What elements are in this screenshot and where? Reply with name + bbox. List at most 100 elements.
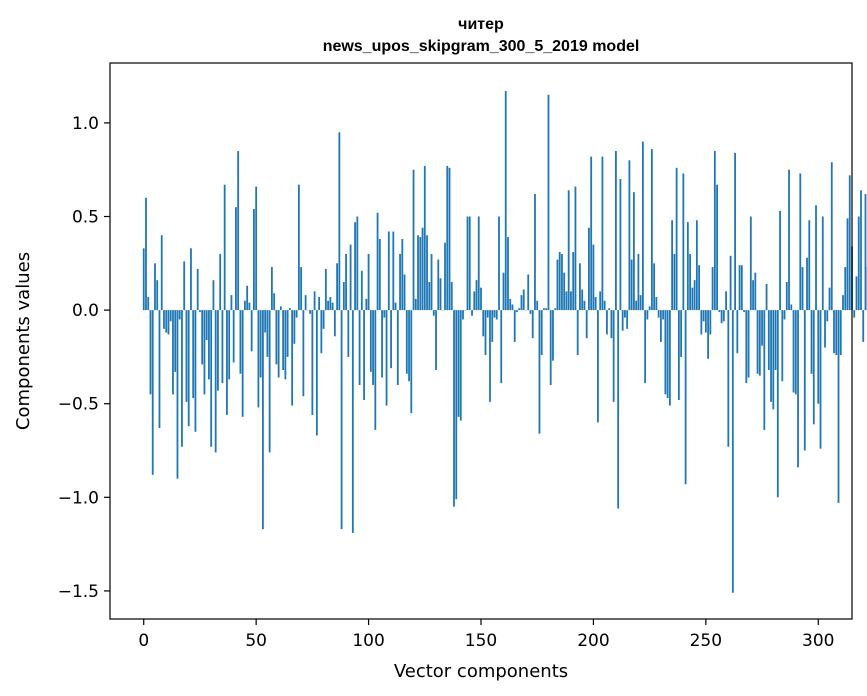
bar-270 (749, 216, 752, 311)
bar-18 (183, 261, 186, 311)
bar-223 (644, 310, 647, 384)
bar-39 (230, 295, 233, 311)
y-tick-label: −1.0 (58, 488, 99, 508)
bar-52 (259, 310, 262, 378)
bar-54 (264, 310, 267, 333)
bar-74 (309, 310, 312, 314)
x-tick-label: 100 (352, 631, 384, 651)
bar-156 (493, 310, 496, 318)
bar-232 (664, 310, 667, 395)
bar-168 (520, 295, 523, 311)
bar-277 (765, 283, 768, 311)
bar-226 (650, 149, 653, 311)
bar-6 (156, 280, 159, 311)
bar-13 (172, 310, 174, 395)
bar-222 (641, 141, 644, 311)
bar-142 (462, 310, 464, 320)
bar-167 (518, 308, 521, 311)
bar-192 (574, 186, 577, 311)
bar-272 (754, 272, 757, 311)
bar-275 (761, 310, 763, 346)
bar-92 (349, 244, 352, 311)
bar-230 (659, 310, 662, 342)
bar-127 (428, 282, 431, 311)
bar-215 (626, 310, 629, 329)
bar-228 (655, 297, 658, 311)
bar-138 (453, 310, 455, 507)
bar-189 (567, 190, 570, 311)
bar-309 (837, 310, 840, 503)
bar-151 (482, 310, 485, 337)
bar-291 (797, 310, 799, 468)
bar-157 (495, 310, 498, 320)
bar-104 (376, 212, 379, 311)
bar-289 (792, 310, 795, 393)
bar-3 (149, 310, 152, 395)
bar-10 (165, 310, 168, 333)
bar-121 (414, 298, 417, 311)
bar-280 (772, 310, 775, 410)
bar-194 (579, 263, 581, 311)
bar-285 (783, 310, 786, 320)
bar-295 (806, 257, 808, 311)
bar-252 (709, 310, 712, 335)
bar-69 (297, 184, 300, 311)
bar-136 (448, 167, 451, 311)
bar-286 (785, 282, 788, 311)
bar-164 (511, 304, 514, 311)
bar-217 (630, 259, 633, 311)
bar-304 (826, 310, 829, 322)
bar-20 (187, 310, 190, 427)
bar-90 (345, 253, 347, 311)
bar-316 (853, 310, 856, 318)
bar-201 (594, 297, 597, 311)
bar-103 (374, 310, 377, 430)
bar-63 (284, 310, 287, 380)
bar-301 (819, 310, 822, 449)
bar-155 (491, 310, 494, 342)
bar-126 (426, 235, 428, 311)
bar-276 (763, 310, 766, 430)
bar-113 (396, 310, 399, 385)
bar-5 (154, 263, 156, 311)
y-tick-label: −0.5 (58, 395, 99, 415)
bar-176 (538, 310, 541, 434)
bar-26 (201, 310, 204, 365)
bar-140 (457, 310, 460, 417)
bar-216 (628, 160, 631, 311)
bar-278 (767, 310, 770, 371)
bar-60 (277, 310, 280, 378)
bar-79 (320, 310, 323, 354)
bar-298 (812, 310, 815, 425)
bar-46 (246, 285, 249, 311)
bar-218 (633, 192, 635, 311)
bar-41 (235, 207, 237, 311)
bar-129 (432, 310, 435, 316)
bar-112 (394, 302, 397, 311)
bar-197 (585, 310, 588, 339)
bar-148 (475, 280, 478, 311)
bar-97 (360, 270, 363, 311)
bar-32 (214, 310, 217, 453)
bar-89 (342, 282, 345, 311)
bar-190 (570, 291, 572, 311)
bar-251 (707, 310, 709, 359)
bar-263 (734, 152, 736, 311)
y-tick-label: 0.5 (72, 208, 99, 228)
bar-91 (347, 310, 350, 357)
bar-40 (232, 310, 235, 363)
bar-45 (244, 300, 246, 311)
bar-233 (666, 310, 669, 399)
bar-95 (356, 216, 359, 311)
bar-146 (471, 310, 473, 316)
bar-84 (331, 302, 334, 311)
bar-254 (713, 150, 716, 311)
bar-244 (691, 287, 694, 311)
bar-149 (477, 216, 480, 311)
bar-120 (412, 169, 415, 311)
bar-68 (295, 310, 298, 318)
bar-224 (646, 310, 649, 320)
bar-318 (857, 216, 860, 311)
bar-117 (405, 310, 408, 374)
bar-12 (169, 310, 172, 322)
